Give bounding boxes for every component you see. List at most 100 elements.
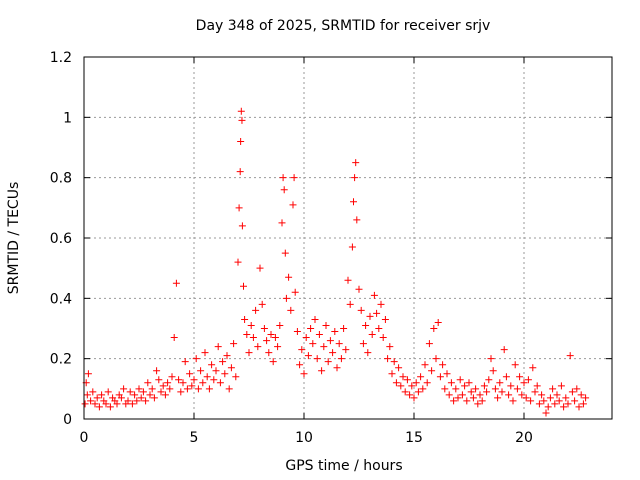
data-point (280, 186, 288, 194)
data-point (238, 116, 246, 124)
data-point (509, 397, 517, 405)
data-point (577, 391, 585, 399)
data-point (518, 391, 526, 399)
data-point (390, 358, 398, 366)
data-point (241, 315, 249, 323)
data-point (469, 394, 477, 402)
data-point (137, 394, 145, 402)
data-point (291, 288, 299, 296)
data-point (406, 391, 414, 399)
data-point (234, 258, 242, 266)
data-point (133, 397, 141, 405)
data-point (557, 382, 565, 390)
data-point (307, 325, 315, 332)
data-point (421, 361, 429, 369)
data-point (516, 373, 524, 381)
data-point (139, 388, 147, 396)
data-point (324, 358, 332, 366)
data-point (524, 376, 532, 384)
data-point (476, 391, 484, 399)
y-tick-label: 1.2 (50, 50, 72, 66)
data-point (329, 349, 337, 357)
data-point (104, 388, 112, 396)
data-point (491, 385, 499, 393)
data-point (529, 364, 537, 372)
data-point (456, 376, 464, 384)
data-point (237, 137, 245, 145)
data-point (443, 370, 451, 378)
data-point (364, 349, 372, 357)
data-point (142, 397, 150, 405)
chart-title: Day 348 of 2025, SRMTID for receiver srj… (196, 18, 491, 34)
data-point (480, 382, 488, 390)
data-point (311, 315, 319, 323)
data-point (538, 391, 546, 399)
data-point (194, 385, 202, 393)
data-point (254, 343, 262, 351)
data-point (555, 397, 563, 405)
data-point (155, 376, 163, 384)
data-point (546, 394, 554, 402)
data-point (395, 364, 403, 372)
data-point (527, 397, 535, 405)
data-point (483, 388, 491, 396)
data-point (93, 394, 101, 402)
data-point (282, 294, 290, 302)
data-point (91, 400, 99, 408)
data-point (300, 370, 308, 378)
data-point (221, 370, 229, 378)
data-point (237, 107, 245, 115)
data-point (236, 168, 244, 176)
data-point (245, 349, 253, 357)
y-tick-label: 0 (63, 412, 72, 428)
data-point (199, 379, 207, 387)
data-point (560, 403, 568, 411)
data-point (388, 370, 396, 378)
data-point (315, 331, 323, 339)
data-point (322, 321, 330, 329)
data-point (542, 409, 550, 417)
data-point (425, 340, 433, 348)
data-point (205, 385, 213, 393)
data-point (276, 321, 284, 329)
data-point (478, 397, 486, 405)
data-point (553, 391, 561, 399)
data-point (179, 379, 187, 387)
data-point (87, 397, 95, 405)
data-point (337, 355, 345, 363)
x-tick-label: 10 (295, 430, 313, 446)
data-point (463, 397, 471, 405)
data-point (249, 334, 257, 342)
data-points (81, 107, 590, 417)
data-point (304, 352, 312, 360)
data-point (386, 343, 394, 351)
data-point (267, 331, 275, 339)
data-point (549, 385, 557, 393)
data-point (98, 391, 106, 399)
data-point (458, 391, 466, 399)
data-point (260, 325, 268, 332)
data-point (359, 340, 367, 348)
data-point (117, 394, 125, 402)
data-point (192, 355, 200, 363)
data-point (135, 385, 143, 393)
data-point (401, 388, 409, 396)
data-point (212, 367, 220, 375)
data-point (201, 349, 209, 357)
data-point (432, 355, 440, 363)
data-point (399, 373, 407, 381)
data-point (279, 174, 287, 182)
data-point (562, 394, 570, 402)
data-point (342, 346, 350, 354)
data-point (240, 282, 247, 290)
data-point (564, 400, 572, 408)
data-point (502, 373, 510, 381)
data-point (423, 379, 431, 387)
data-point (350, 198, 357, 206)
data-point (258, 300, 266, 308)
data-point (357, 306, 365, 314)
data-point (84, 370, 92, 378)
y-tick-label: 1 (63, 110, 72, 126)
y-tick-label: 0.8 (50, 171, 72, 187)
data-point (445, 391, 453, 399)
